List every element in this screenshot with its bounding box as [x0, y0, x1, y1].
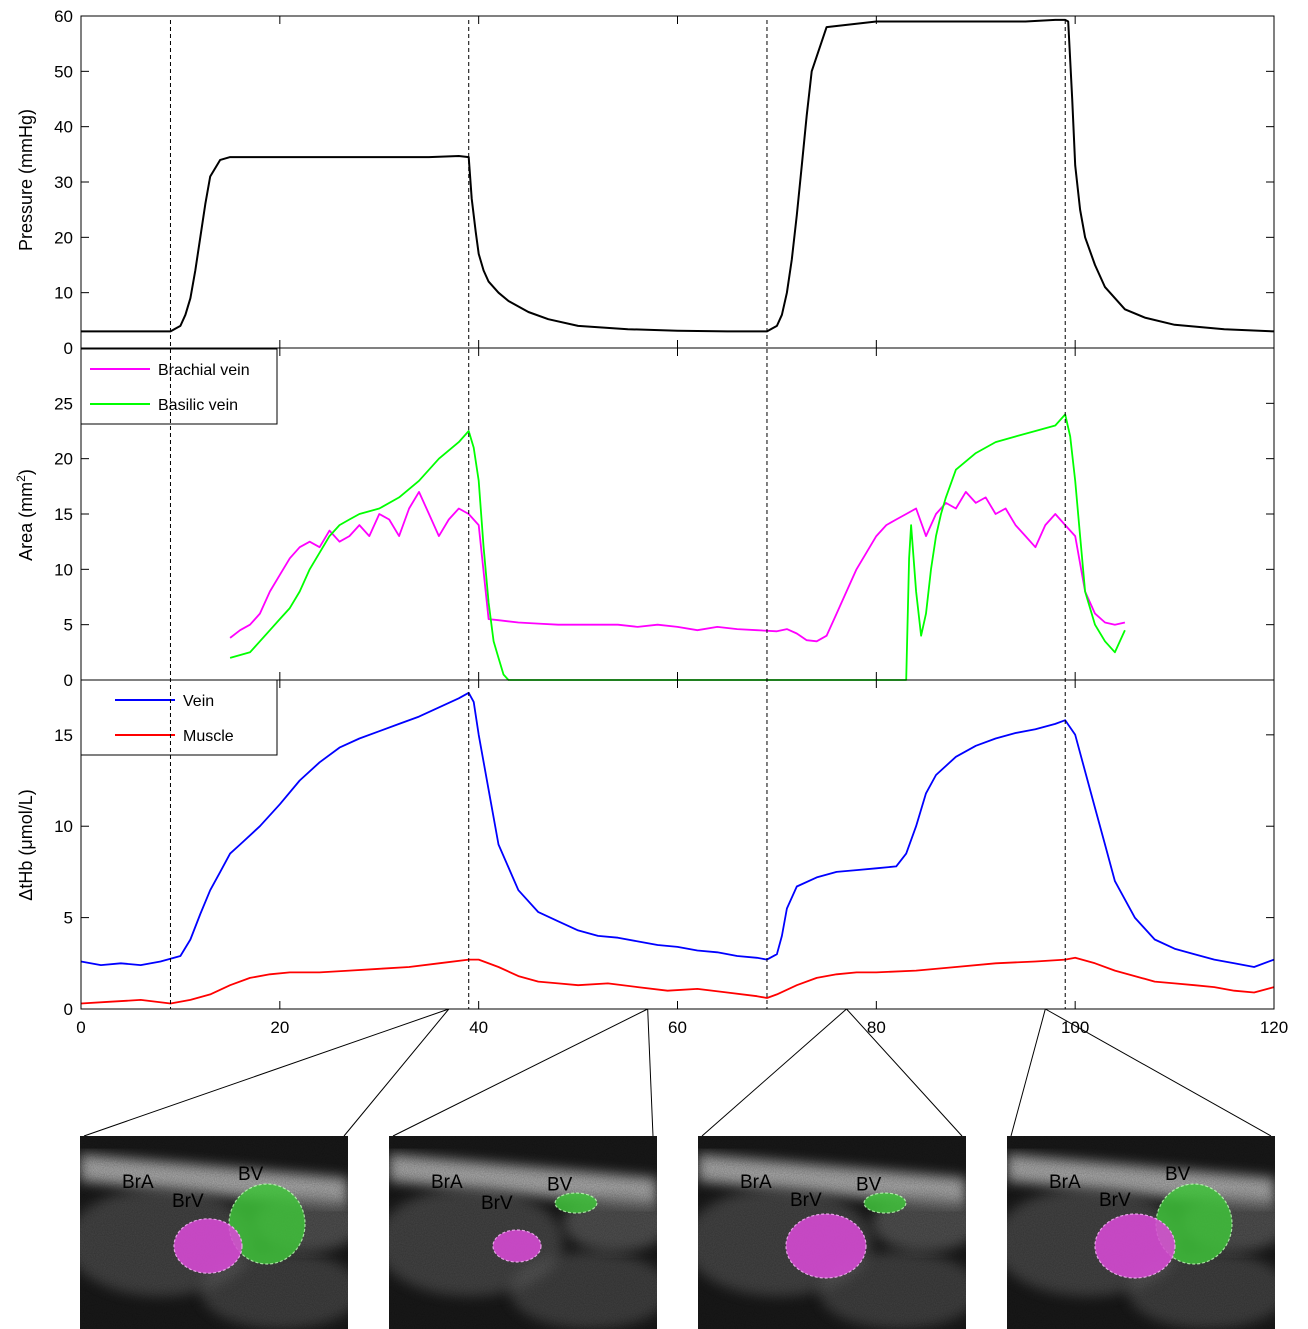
- y-tick-label: 10: [54, 560, 73, 579]
- ultrasound-insets: BrA BrV BV BrA BrV BV BrA BrV BV BrA BrV BV: [80, 1136, 1275, 1329]
- inset-label-bv: BV: [856, 1175, 882, 1196]
- pressure-plot-area: 0 10 20 30 40 50 60: [54, 7, 1275, 358]
- inset-connector-right: [1045, 1008, 1272, 1137]
- y-tick-label: 60: [54, 7, 73, 26]
- series-line-2-1: [80, 956, 1275, 1005]
- inset-label-bv: BV: [547, 1175, 573, 1196]
- inset-connector-left: [392, 1008, 648, 1137]
- y-tick-label: 20: [54, 228, 73, 247]
- y-tick-label: 15: [54, 505, 73, 524]
- y-tick-label: 50: [54, 62, 73, 81]
- x-tick-label: 0: [76, 1018, 85, 1037]
- x-tick-label: 40: [469, 1018, 488, 1037]
- y-tick-label: 20: [54, 450, 73, 469]
- series-line-0-0: [81, 18, 1275, 333]
- inset-label-brv: BrV: [172, 1191, 204, 1212]
- inset-connector-left: [1010, 1008, 1046, 1137]
- y-tick-label: 40: [54, 118, 73, 137]
- series-line-1-1: [229, 413, 1126, 681]
- ultrasound-inset: BrA BrV BV: [389, 1136, 657, 1329]
- area-ylabel-text: Area (mm: [16, 482, 36, 561]
- x-tick-label: 80: [867, 1018, 886, 1037]
- y-tick-label: 0: [64, 1000, 73, 1019]
- area-ylabel: Area (mm2): [14, 469, 36, 561]
- series-line-2-0: [80, 691, 1275, 968]
- thb-ylabel: ΔtHb (μmol/L): [16, 789, 36, 900]
- event-markers: [169, 20, 1066, 1009]
- y-tick-label: 30: [54, 173, 73, 192]
- inset-label-brv: BrV: [481, 1193, 513, 1214]
- area-panel: 0 5 10 15 20 25 Area (mm2) Brachial vein Basi…: [14, 347, 1275, 690]
- y-tick-label: 0: [64, 339, 73, 358]
- inset-connector-right: [647, 1008, 654, 1137]
- thb-plot-area: 0 5 10 15 0 20 40 60 80 100 120: [54, 679, 1288, 1037]
- inset-label-bra: BrA: [740, 1172, 772, 1193]
- thb-legend: Vein Muscle: [80, 679, 278, 756]
- inset-connectors: [83, 1008, 1272, 1137]
- ultrasound-inset: BrA BrV BV: [80, 1136, 348, 1329]
- basilic-vein-outline: [554, 1192, 598, 1214]
- inset-label-bv: BV: [238, 1164, 264, 1185]
- inset-label-bra: BrA: [1049, 1172, 1081, 1193]
- plot-frame: [80, 15, 1275, 349]
- inset-connector-right: [343, 1008, 450, 1137]
- brachial-vein-outline: [785, 1213, 867, 1279]
- thb-panel: 0 5 10 15 0 20 40 60 80 100 120 ΔtHb (μmol/L) Vein…: [16, 679, 1288, 1037]
- brachial-vein-outline: [173, 1218, 243, 1274]
- inset-label-brv: BrV: [790, 1190, 822, 1211]
- brachial-vein-outline: [492, 1229, 542, 1263]
- inset-connector-left: [83, 1008, 450, 1137]
- area-legend-box: [80, 348, 278, 425]
- inset-label-bv: BV: [1165, 1164, 1191, 1185]
- thb-legend-box: [80, 679, 278, 756]
- brachial-vein-outline: [1094, 1213, 1176, 1279]
- inset-label-bra: BrA: [122, 1172, 154, 1193]
- inset-label-bra: BrA: [431, 1172, 463, 1193]
- legend-brachial-label: Brachial vein: [158, 362, 250, 379]
- area-ylabel-superscript: 2: [14, 475, 28, 482]
- legend-vein-label: Vein: [183, 693, 214, 710]
- area-legend: Brachial vein Basilic vein: [80, 348, 278, 425]
- y-tick-label: 0: [64, 671, 73, 690]
- x-tick-label: 20: [270, 1018, 289, 1037]
- x-tick-label: 60: [668, 1018, 687, 1037]
- y-tick-label: 5: [64, 616, 73, 635]
- ultrasound-inset: BrA BrV BV: [698, 1136, 966, 1329]
- series-line-1-0: [229, 490, 1126, 643]
- x-tick-label: 100: [1061, 1018, 1089, 1037]
- ultrasound-inset: BrA BrV BV: [1007, 1136, 1275, 1329]
- inset-connector-left: [701, 1008, 847, 1137]
- y-tick-label: 10: [54, 817, 73, 836]
- pressure-ylabel: Pressure (mmHg): [16, 109, 36, 251]
- x-tick-label: 120: [1260, 1018, 1288, 1037]
- inset-connector-right: [846, 1008, 963, 1137]
- y-tick-label: 10: [54, 284, 73, 303]
- basilic-vein-outline: [863, 1192, 907, 1214]
- y-tick-label: 5: [64, 909, 73, 928]
- y-tick-label: 15: [54, 726, 73, 745]
- inset-label-brv: BrV: [1099, 1190, 1131, 1211]
- y-tick-label: 25: [54, 394, 73, 413]
- legend-muscle-label: Muscle: [183, 728, 234, 745]
- pressure-panel: 0 10 20 30 40 50 60 Pressure (mmHg): [16, 7, 1275, 358]
- legend-basilic-label: Basilic vein: [158, 397, 238, 414]
- area-ylabel-close: ): [16, 469, 36, 475]
